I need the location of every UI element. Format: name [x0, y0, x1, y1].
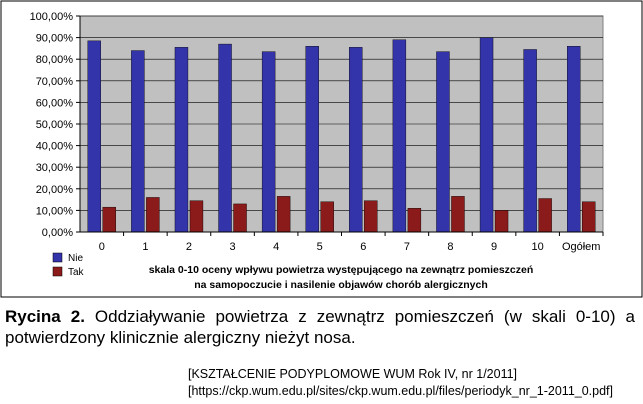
- bar-nie: [305, 46, 319, 233]
- figure-caption: Rycina 2. Oddziaływanie powietrza z zewn…: [5, 306, 635, 348]
- x-tick-label: 7: [404, 241, 410, 253]
- x-axis-label-line1: skala 0-10 oceny wpływu powietrza występ…: [149, 264, 534, 276]
- y-tick-label: 90,00%: [36, 33, 74, 45]
- bar-nie: [131, 50, 145, 233]
- y-tick-label: 20,00%: [36, 184, 74, 196]
- legend-label-tak: Tak: [68, 267, 85, 278]
- legend-label-nie: Nie: [68, 253, 83, 264]
- x-tick-label: 4: [273, 241, 279, 253]
- bars: [87, 37, 596, 233]
- bar-nie: [436, 51, 450, 233]
- x-tick-label: 0: [99, 241, 105, 253]
- source-citation: [KSZTAŁCENIE PODYPLOMOWE WUM Rok IV, nr …: [188, 366, 613, 400]
- x-tick-label: Ogółem: [562, 241, 601, 253]
- chart: 0,00% 10,00% 20,00% 30,00% 40,00% 50,00% 60,00…: [0, 0, 643, 298]
- y-tick-label: 0,00%: [42, 227, 73, 239]
- source-line-1: [KSZTAŁCENIE PODYPLOMOWE WUM Rok IV, nr …: [188, 367, 518, 381]
- x-tick-label: 5: [317, 241, 323, 253]
- chart-svg: 0,00% 10,00% 20,00% 30,00% 40,00% 50,00% 60,00…: [0, 0, 643, 298]
- bar-tak: [407, 208, 422, 233]
- bar-tak: [538, 198, 552, 233]
- legend: Nie Tak: [52, 252, 85, 278]
- y-axis-ticks: 0,00% 10,00% 20,00% 30,00% 40,00% 50,00% 60,00…: [30, 11, 80, 239]
- caption-text: Oddziaływanie powietrza z zewnątrz pomie…: [5, 307, 635, 347]
- bar-tak: [102, 206, 116, 233]
- bar-nie: [567, 46, 581, 233]
- legend-swatch-nie: [52, 252, 63, 263]
- bar-nie: [174, 47, 189, 233]
- y-tick-label: 10,00%: [36, 205, 74, 217]
- y-tick-label: 40,00%: [36, 141, 74, 153]
- bar-tak: [451, 196, 465, 233]
- x-tick-label: 6: [360, 241, 366, 253]
- y-tick-label: 70,00%: [36, 76, 74, 88]
- bar-tak: [494, 210, 509, 233]
- x-axis-ticks: 0 1 2 3 4 5 6 7 8 9 10 Ogółem: [99, 232, 604, 253]
- bar-tak: [582, 201, 596, 233]
- x-tick-label: 10: [532, 241, 544, 253]
- bar-nie: [261, 51, 276, 233]
- x-tick-label: 1: [142, 241, 148, 253]
- source-line-2: [https://ckp.wum.edu.pl/sites/ckp.wum.ed…: [188, 384, 613, 398]
- caption-label: Rycina 2.: [5, 307, 85, 326]
- bar-tak: [364, 200, 378, 233]
- x-tick-label: 2: [186, 241, 192, 253]
- bar-nie: [349, 47, 363, 233]
- bar-tak: [276, 196, 291, 233]
- bar-tak: [146, 197, 160, 233]
- y-tick-label: 30,00%: [36, 162, 74, 174]
- y-tick-label: 100,00%: [30, 11, 74, 23]
- gridlines: [80, 15, 603, 211]
- y-tick-label: 80,00%: [36, 54, 74, 66]
- x-tick-label: 8: [447, 241, 453, 253]
- bar-nie: [523, 49, 537, 233]
- bar-nie: [392, 39, 407, 233]
- y-tick-label: 60,00%: [36, 97, 74, 109]
- bar-tak: [233, 203, 247, 233]
- bar-tak: [189, 200, 204, 233]
- bar-nie: [218, 43, 232, 233]
- bar-nie: [479, 37, 494, 233]
- bar-nie: [87, 40, 101, 233]
- x-tick-label: 3: [229, 241, 235, 253]
- x-axis-label-line2: na samopoczucie i nasilenie objawów chor…: [194, 279, 488, 291]
- y-tick-label: 50,00%: [36, 119, 74, 131]
- legend-swatch-tak: [52, 266, 63, 277]
- bar-tak: [320, 201, 334, 233]
- x-tick-label: 9: [491, 241, 497, 253]
